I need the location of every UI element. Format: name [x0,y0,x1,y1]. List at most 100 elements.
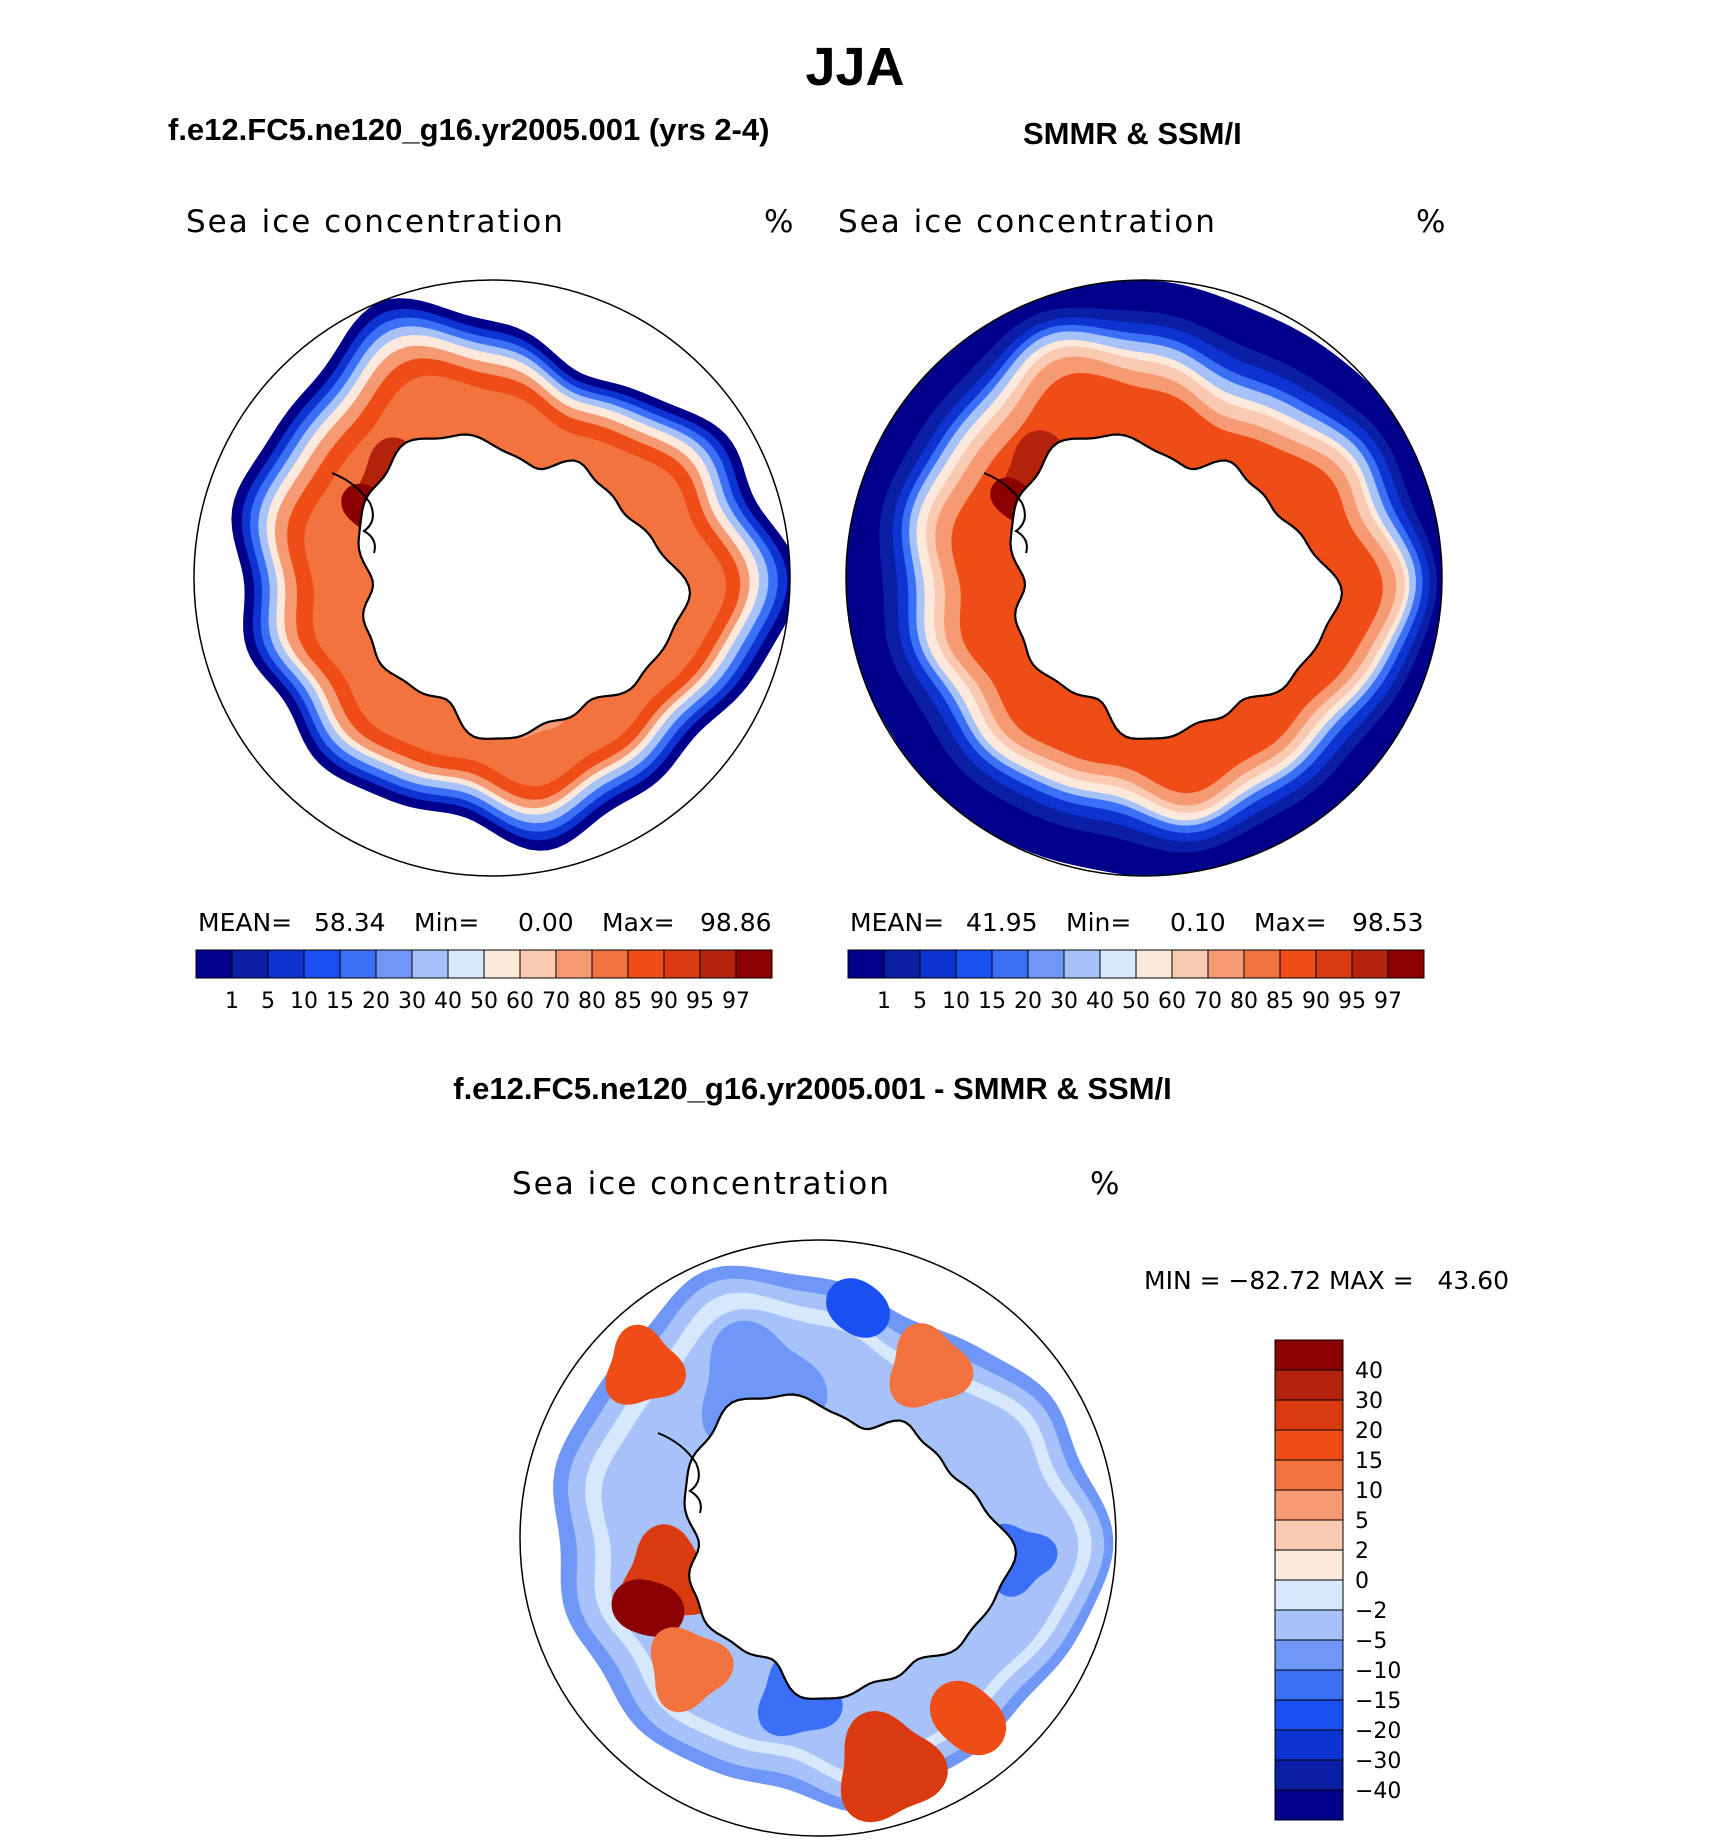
model-colorbar-tick-label: 80 [578,989,606,1014]
diff-colorbar-tick-label: −10 [1355,1659,1401,1684]
model-colorbar-swatch [663,949,701,979]
model-colorbar-swatch [483,949,521,979]
obs-map-map-boundary [845,279,1443,877]
model-colorbar-swatch [195,949,233,979]
model-min-value: 0.00 [518,908,574,937]
diff-colorbar-swatch [1274,1399,1344,1431]
model-colorbar-tick-label: 85 [614,989,642,1014]
diff-colorbar-swatch [1274,1669,1344,1701]
diff-colorbar-tick-label: 15 [1355,1449,1383,1474]
diff-min-max-stats: MIN = −82.72 MAX = 43.60 [1144,1266,1510,1295]
obs-colorbar-tick-label: 15 [978,989,1006,1014]
diff-map-anomaly-patch [611,1579,685,1637]
model-mean-label: MEAN= [198,908,293,937]
obs-colorbar-tick-label: 5 [913,989,927,1014]
obs-colorbar-swatch [919,949,957,979]
obs-map-peninsula-outline [983,472,1028,554]
diff-colorbar-swatch [1274,1639,1344,1671]
model-colorbar-tick-label: 1 [225,989,239,1014]
obs-colorbar-swatch [1207,949,1245,979]
obs-colorbar-swatch [1243,949,1281,979]
diff-map-coastline [683,1393,1018,1700]
obs-colorbar-swatch [1351,949,1389,979]
model-colorbar-tick-label: 70 [542,989,570,1014]
obs-min-value: 0.10 [1170,908,1226,937]
diff-colorbar-tick-label: 0 [1355,1569,1369,1594]
diff-colorbar-swatch [1274,1459,1344,1491]
model-colorbar: 1 5 10 15 20 30 40 50 60 70 80 85 90 95 97 [195,949,773,1014]
diff-map-anomaly-patch [826,1278,890,1338]
model-colorbar-swatch [627,949,665,979]
obs-colorbar-swatch [1099,949,1137,979]
obs-colorbar-tick-label: 60 [1158,989,1186,1014]
diff-panel-title: f.e12.FC5.ne120_g16.yr2005.001 - SMMR & … [453,1071,1172,1106]
obs-colorbar-swatch [991,949,1029,979]
obs-colorbar-tick-label: 95 [1338,989,1366,1014]
obs-colorbar-tick-label: 10 [942,989,970,1014]
diff-map-anomaly-patch [929,1680,1007,1756]
diff-colorbar-tick-label: 30 [1355,1389,1383,1414]
model-variable-label: Sea ice concentration [186,204,565,240]
obs-colorbar-tick-label: 40 [1086,989,1114,1014]
model-colorbar-swatch [339,949,377,979]
model-colorbar-tick-label: 97 [722,989,750,1014]
model-panel-title: f.e12.FC5.ne120_g16.yr2005.001 (yrs 2-4) [168,112,770,147]
obs-colorbar-tick-label: 80 [1230,989,1258,1014]
diff-colorbar-swatch [1274,1429,1344,1461]
diff-colorbar-tick-label: 2 [1355,1539,1369,1564]
diff-map-anomaly-patch [889,1323,974,1408]
obs-colorbar-swatch [1387,949,1425,979]
diff-colorbar-tick-label: −30 [1355,1749,1401,1774]
diff-colorbar-tick-label: 40 [1355,1359,1383,1384]
model-colorbar-swatch [699,949,737,979]
diff-colorbar-swatch [1274,1699,1344,1731]
diff-colorbar-tick-label: −2 [1355,1599,1387,1624]
model-unit-label: % [764,204,796,240]
obs-colorbar-tick-label: 85 [1266,989,1294,1014]
diff-colorbar-swatch [1274,1519,1344,1551]
diff-colorbar-tick-label: 5 [1355,1509,1369,1534]
obs-panel-title: SMMR & SSM/I [1023,116,1242,151]
diff-colorbar-swatch [1274,1789,1344,1821]
diff-colorbar-swatch [1274,1549,1344,1581]
diff-unit-label: % [1090,1166,1122,1202]
model-colorbar-tick-label: 60 [506,989,534,1014]
obs-colorbar-swatch [955,949,993,979]
diff-colorbar-tick-label: −40 [1355,1779,1401,1804]
obs-colorbar-swatch [847,949,885,979]
obs-colorbar-swatch [1135,949,1173,979]
model-colorbar-tick-label: 5 [261,989,275,1014]
obs-colorbar-tick-label: 1 [877,989,891,1014]
obs-colorbar-swatch [1063,949,1101,979]
model-colorbar-tick-label: 15 [326,989,354,1014]
model-max-value: 98.86 [700,908,772,937]
obs-mean-value: 41.95 [966,908,1038,937]
model-map-coastline [357,433,692,740]
model-colorbar-tick-label: 10 [290,989,318,1014]
diff-map-peninsula-outline [657,1432,702,1514]
diff-polar-map [519,1239,1117,1837]
obs-colorbar-tick-label: 20 [1014,989,1042,1014]
diff-colorbar-tick-label: 10 [1355,1479,1383,1504]
diff-map-anomaly-patch [840,1711,948,1823]
obs-variable-label: Sea ice concentration [838,204,1217,240]
model-colorbar-tick-label: 95 [686,989,714,1014]
obs-colorbar-swatch [1315,949,1353,979]
obs-unit-label: % [1416,204,1448,240]
diff-colorbar-swatch [1274,1489,1344,1521]
obs-max-value: 98.53 [1352,908,1424,937]
model-colorbar-tick-label: 90 [650,989,678,1014]
diff-colorbar-swatch [1274,1369,1344,1401]
obs-colorbar: 1 5 10 15 20 30 40 50 60 70 80 85 90 95 97 [847,949,1425,1014]
model-colorbar-swatch [231,949,269,979]
model-colorbar-swatch [267,949,305,979]
obs-colorbar-tick-label: 97 [1374,989,1402,1014]
model-polar-map [193,279,791,877]
model-colorbar-swatch [375,949,413,979]
obs-min-label: Min= [1066,908,1132,937]
model-map-peninsula-outline [331,472,376,554]
obs-colorbar-swatch [1171,949,1209,979]
model-colorbar-swatch [555,949,593,979]
obs-colorbar-tick-label: 30 [1050,989,1078,1014]
